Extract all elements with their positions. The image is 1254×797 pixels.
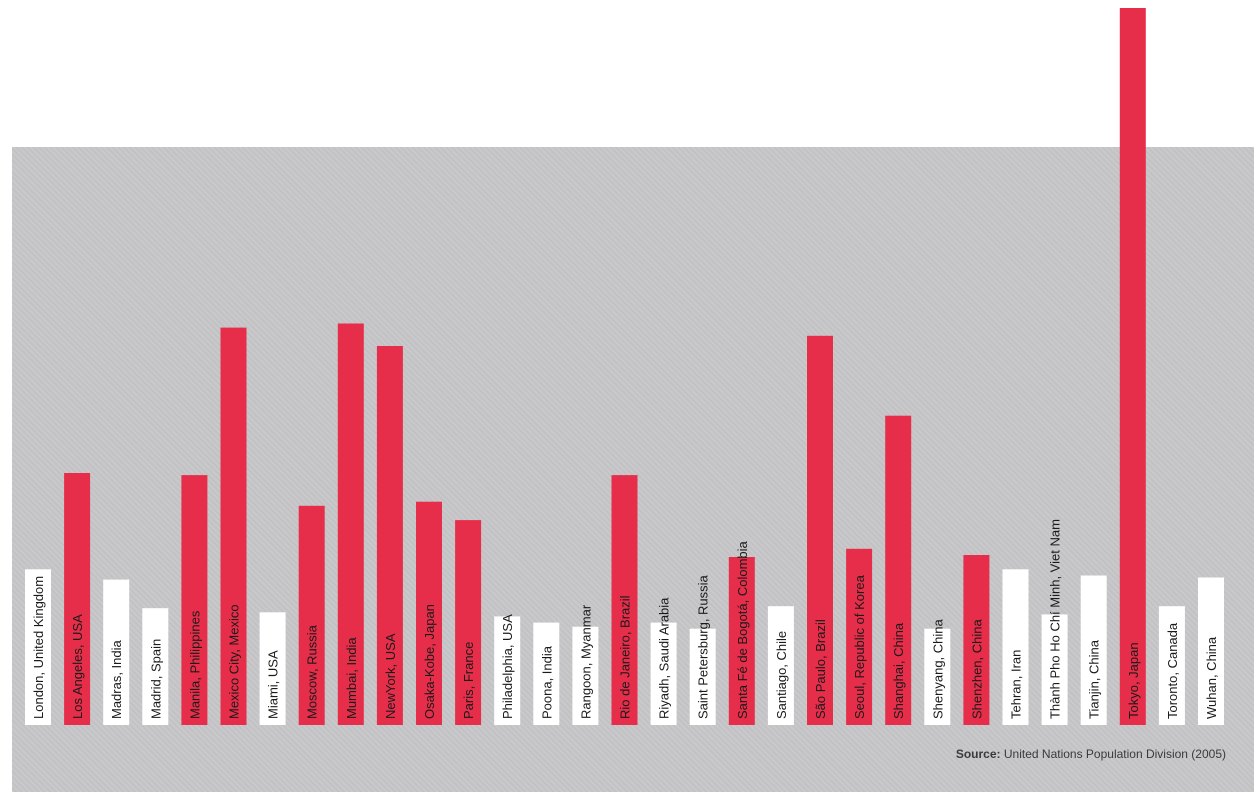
bar-label-13: Poona, India — [539, 645, 554, 719]
bar-label-28: Tokyo, Japan — [1126, 642, 1141, 719]
bar-11 — [455, 520, 482, 725]
bar-2 — [103, 579, 130, 725]
bar-26 — [1041, 614, 1068, 725]
bar-13 — [533, 622, 560, 725]
bar-9 — [376, 346, 403, 725]
bar-15 — [611, 475, 638, 725]
bar-30 — [1198, 577, 1224, 725]
bar-6 — [259, 612, 286, 725]
bar-20 — [807, 335, 833, 725]
bar-label-4: Manila, Philippines — [187, 610, 202, 719]
bar-label-22: Shanghai, China — [891, 622, 906, 719]
bar-label-18: Santa Fé de Bogotá, Colombia — [735, 540, 750, 719]
bar-8 — [337, 323, 364, 725]
bar-1 — [64, 473, 91, 725]
bar-16 — [650, 622, 677, 725]
bar-18 — [728, 557, 755, 725]
bar-label-17: Saint Petersburg, Russia — [696, 574, 711, 719]
bar-label-21: Seoul, Republic of Korea — [852, 574, 867, 719]
bar-label-20: São Paulo, Brazil — [813, 619, 828, 719]
bar-27 — [1080, 575, 1107, 725]
source-note: Source: United Nations Population Divisi… — [956, 747, 1226, 761]
bar-17 — [689, 628, 716, 725]
labels-layer: London, United Kingdom Los Angeles, USA Ma… — [31, 519, 1219, 719]
bar-29 — [1158, 606, 1185, 725]
bar-23 — [924, 628, 951, 725]
bar-label-29: Toronto, Canada — [1165, 622, 1180, 719]
bar-28 — [1119, 8, 1146, 725]
bar-label-0: London, United Kingdom — [31, 576, 46, 719]
bar-label-12: Philadelphia, USA — [500, 614, 515, 719]
bar-5 — [220, 327, 247, 725]
bar-label-26: Thành Pho Ho Chí Minh, Viet Nam — [1048, 519, 1063, 719]
bar-3 — [142, 608, 169, 725]
bar-label-6: Miami, USA — [266, 650, 281, 719]
bar-label-2: Madras, India — [109, 639, 124, 719]
bar-12 — [494, 616, 521, 725]
bar-label-15: Rio de Janeiro, Brazil — [618, 595, 633, 719]
bars-layer — [25, 8, 1224, 725]
bar-25 — [1002, 569, 1029, 725]
bar-label-24: Shenzhen, China — [969, 618, 984, 719]
source-prefix: Source: — [955, 747, 1001, 761]
bar-label-8: Mumbai, India — [344, 637, 359, 719]
bar-label-30: Wuhan, China — [1204, 636, 1219, 719]
bar-label-23: Shenyang, China — [930, 618, 945, 719]
bar-7 — [298, 505, 325, 725]
bar-label-7: Moscow, Russia — [305, 624, 320, 719]
bar-24 — [963, 555, 990, 725]
bar-10 — [416, 501, 442, 725]
source-text: United Nations Population Division (2005… — [1003, 747, 1226, 761]
bar-label-9: NewYork, USA — [383, 633, 398, 719]
bar-label-16: Riyadh, Saudi Arabia — [657, 597, 672, 719]
bar-label-27: Tianjin, China — [1087, 639, 1102, 719]
bar-4 — [181, 475, 208, 725]
bar-22 — [885, 415, 912, 725]
bar-0 — [25, 569, 51, 725]
bar-14 — [572, 626, 599, 725]
bar-label-5: Mexico City, Mexico — [227, 604, 242, 719]
bar-21 — [846, 548, 873, 725]
bar-19 — [767, 606, 794, 725]
bar-label-1: Los Angeles, USA — [70, 614, 85, 719]
bar-label-14: Rangoon, Myanmar — [578, 604, 593, 719]
bar-label-19: Santiago, Chile — [774, 631, 789, 719]
bar-label-10: Osaka-Kobe, Japan — [422, 604, 437, 719]
bar-label-25: Tehran, Iran — [1009, 650, 1024, 719]
bar-label-3: Madrid, Spain — [148, 639, 163, 719]
bar-label-11: Paris, France — [461, 642, 476, 719]
